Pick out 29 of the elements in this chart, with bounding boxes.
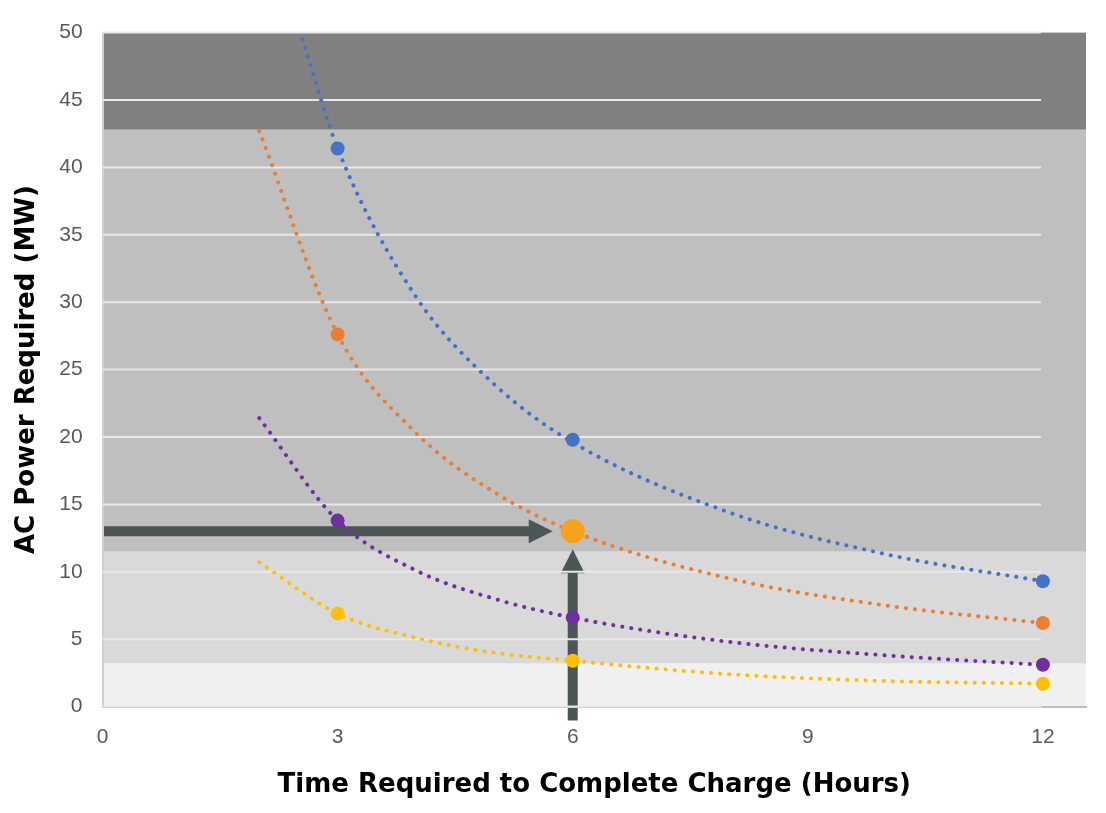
y-tick-label: 5 [70,626,83,649]
y-tick-label: 20 [59,423,83,447]
y-tick-label: 25 [59,356,83,380]
point [330,513,345,528]
x-tick-label: 0 [96,724,109,747]
point [1035,574,1050,589]
y-tick-label: 35 [59,221,83,245]
y-tick-label: 10 [59,558,83,582]
x-axis-title: Time Required to Complete Charge (Hours) [277,768,911,799]
x-tick-label: 3 [331,724,344,747]
point [565,653,580,668]
y-tick-label: 15 [59,491,83,515]
y-tick-label: 40 [59,154,83,178]
point [330,606,345,621]
point [330,327,345,342]
x-tick-label: 12 [1031,724,1055,747]
point [1035,616,1050,631]
point [330,141,345,156]
point [1035,657,1050,672]
y-tick-label: 45 [59,86,83,110]
y-axis-title: AC Power Required (MW) [10,185,41,555]
y-tick-label: 30 [59,289,83,312]
point [1035,676,1050,691]
point [565,432,580,447]
x-tick-label: 9 [801,724,814,747]
point [565,610,580,625]
y-tick-label: 0 [70,693,83,717]
y-tick-label: 50 [59,19,83,43]
x-tick-label: 6 [566,724,579,747]
